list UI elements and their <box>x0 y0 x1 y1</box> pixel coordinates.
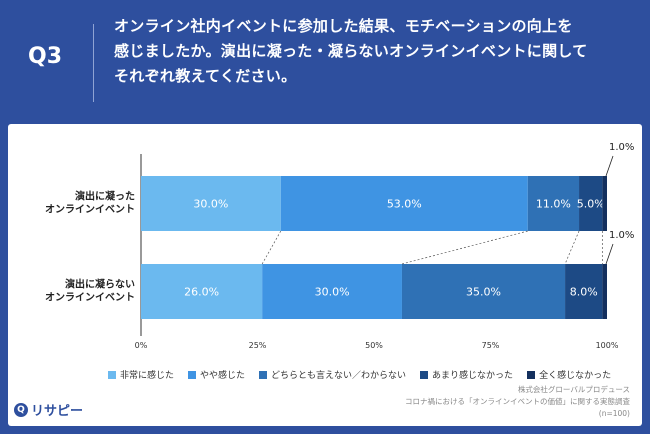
category-label: 演出に凝らない <box>65 278 135 291</box>
data-label: 35.0% <box>466 286 501 299</box>
connector-line <box>564 230 580 265</box>
legend-item: 非常に感じた <box>108 368 174 381</box>
brand-logo: Q リサピー <box>14 400 83 419</box>
legend-label: 全く感じなかった <box>539 371 612 381</box>
data-label: 11.0% <box>536 198 571 211</box>
callout-line <box>605 243 614 265</box>
x-tick-label: 25% <box>249 341 267 350</box>
source-note: 株式会社グローバルプロデュース コロナ禍における「オンラインイベントの価値」に関… <box>405 384 630 420</box>
source-line-3: (n=100) <box>598 409 630 418</box>
header: Q3 オンライン社内イベントに参加した結果、モチベーションの向上を 感じましたか… <box>0 0 650 124</box>
data-label: 53.0% <box>387 198 422 211</box>
data-label: 1.0% <box>609 230 634 241</box>
legend-item: やや感じた <box>188 368 245 381</box>
question-number: Q3 <box>28 44 63 69</box>
logo-text: リサピー <box>31 404 84 419</box>
question-line-2: 感じましたか。演出に凝った・凝らないオンラインイベントに関して <box>114 42 588 60</box>
data-label: 5.0% <box>577 198 605 211</box>
bar-segment <box>602 176 607 231</box>
x-tick-label: 50% <box>365 341 383 350</box>
category-label: 演出に凝った <box>75 190 135 203</box>
category-label: オンラインイベント <box>45 292 135 304</box>
callout-line <box>605 155 614 177</box>
header-divider <box>93 24 94 102</box>
chart-panel: 0% 25% 50% 75% 100% 30.0% 53.0% 11.0% 5.0% 1.0% 演出… <box>8 124 642 426</box>
bar-segment <box>280 176 528 231</box>
legend-swatch <box>188 370 197 379</box>
connector-line <box>401 230 528 265</box>
data-label: 1.0% <box>609 142 634 153</box>
category-label: オンラインイベント <box>45 204 135 216</box>
legend-item: あまり感じなかった <box>420 368 513 381</box>
connector-line <box>261 230 282 265</box>
chart-legend: 非常に感じた やや感じた どちらとも言えない／わからない あまり感じなかった 全く感じな… <box>108 368 611 381</box>
legend-item: どちらとも言えない／わからない <box>259 368 406 381</box>
legend-label: 非常に感じた <box>120 371 175 381</box>
question-line-1: オンライン社内イベントに参加した結果、モチベーションの向上を <box>114 17 573 35</box>
data-label: 30.0% <box>193 198 228 211</box>
bar-segment <box>141 176 281 231</box>
data-label: 8.0% <box>570 286 598 299</box>
legend-label: どちらとも言えない／わからない <box>271 371 407 381</box>
bar-segment <box>141 264 263 319</box>
data-label: 30.0% <box>315 286 350 299</box>
x-tick-label: 75% <box>482 341 500 350</box>
x-tick-label: 0% <box>135 341 148 350</box>
legend-swatch <box>108 370 116 379</box>
legend-swatch <box>259 370 268 379</box>
legend-label: やや感じた <box>200 371 246 381</box>
bar-segment <box>565 264 603 319</box>
bar-segment <box>602 264 607 319</box>
data-label: 26.0% <box>184 286 219 299</box>
bar-segment <box>262 264 402 319</box>
legend-item: 全く感じなかった <box>527 368 611 381</box>
bar-segment <box>527 176 580 231</box>
question-text: オンライン社内イベントに参加した結果、モチベーションの向上を 感じましたか。演出… <box>114 14 634 89</box>
logo-mark-icon: Q <box>14 402 28 417</box>
legend-swatch <box>527 370 536 379</box>
question-line-3: それぞれ教えてください。 <box>114 67 297 85</box>
legend-swatch <box>420 370 429 379</box>
legend-label: あまり感じなかった <box>432 371 514 381</box>
bar-segment <box>401 264 566 319</box>
bar-segment <box>579 176 603 231</box>
x-tick-label: 100% <box>596 341 619 350</box>
source-line-2: コロナ禍における「オンラインイベントの価値」に関する実態調査 <box>405 397 630 406</box>
stacked-bar-chart: 0% 25% 50% 75% 100% 30.0% 53.0% 11.0% 5.0% 1.0% 演出… <box>45 142 634 350</box>
source-line-1: 株式会社グローバルプロデュース <box>517 385 630 394</box>
